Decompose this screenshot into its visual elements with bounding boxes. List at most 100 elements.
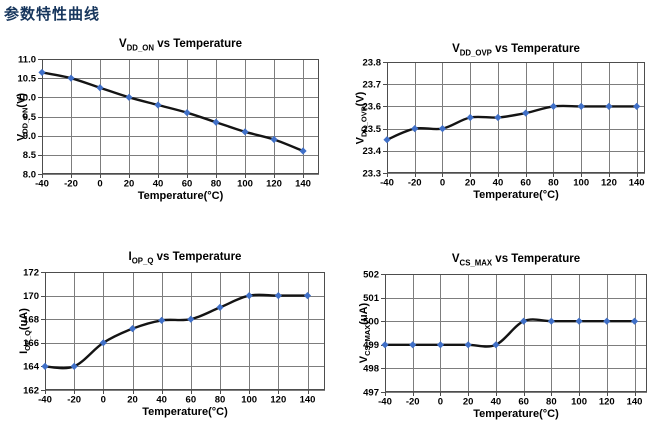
svg-text:60: 60 xyxy=(518,397,529,408)
svg-text:80: 80 xyxy=(546,397,557,408)
svg-text:164: 164 xyxy=(23,362,40,373)
plot-area: 8.0 8.5 9.0 9.5 10.0 10.5 11.0 -40 -20 0 20 40 60 80 1… xyxy=(18,54,319,190)
svg-text:120: 120 xyxy=(270,395,286,406)
svg-text:80: 80 xyxy=(211,179,222,190)
svg-text:23.3: 23.3 xyxy=(363,168,382,179)
grid-lines xyxy=(45,272,325,391)
svg-text:40: 40 xyxy=(491,397,502,408)
series-line xyxy=(43,293,309,370)
x-axis-title: Temperature(°C) xyxy=(137,190,224,202)
svg-text:168: 168 xyxy=(23,315,39,326)
grid-lines xyxy=(385,274,647,393)
y-tick-labels: 23.3 23.4 23.5 23.6 23.7 23.8 xyxy=(363,57,382,179)
svg-text:500: 500 xyxy=(363,317,379,328)
x-tick-labels: -40 -20 0 20 40 60 80 100 120 140 xyxy=(38,395,315,406)
svg-text:60: 60 xyxy=(520,178,531,189)
grid-lines xyxy=(387,62,645,174)
svg-text:8.5: 8.5 xyxy=(23,150,37,161)
series-line xyxy=(40,71,305,153)
chart-title: VDD_ON vs Temperature xyxy=(118,38,243,53)
svg-text:172: 172 xyxy=(23,267,39,278)
svg-text:100: 100 xyxy=(241,395,257,406)
svg-text:498: 498 xyxy=(363,364,379,375)
plot-area: 23.3 23.4 23.5 23.6 23.7 23.8 -40 -20 0 20 40 60 80 1… xyxy=(363,57,645,189)
svg-text:-20: -20 xyxy=(408,178,422,189)
chart-iop-q: IOP_Q vs Temperature IOP_Q(uA) 162 164 166… xyxy=(14,246,334,426)
svg-text:0: 0 xyxy=(101,395,106,406)
x-axis-title: Temperature(°C) xyxy=(473,189,559,201)
svg-text:8.0: 8.0 xyxy=(23,169,36,180)
plot-area: 497 498 499 500 501 502 -40 -20 0 20 40 60 80 100 120 1… xyxy=(363,269,647,408)
svg-text:-20: -20 xyxy=(406,397,420,408)
plot-area: 162 164 166 168 170 172 -40 -20 0 20 40 60 80 100 120 1… xyxy=(23,267,325,406)
x-tick-labels: -40 -20 0 20 40 60 80 100 120 140 xyxy=(378,397,642,408)
y-tick-labels: 162 164 166 168 170 172 xyxy=(23,267,40,396)
svg-text:170: 170 xyxy=(23,291,39,302)
svg-text:80: 80 xyxy=(215,395,226,406)
svg-text:10.0: 10.0 xyxy=(18,93,37,104)
svg-text:0: 0 xyxy=(440,178,445,189)
svg-text:23.5: 23.5 xyxy=(363,124,382,135)
svg-text:0: 0 xyxy=(438,397,443,408)
axis-tick-marks xyxy=(381,274,636,396)
svg-text:40: 40 xyxy=(153,179,164,190)
svg-text:-20: -20 xyxy=(64,179,78,190)
axis-tick-marks xyxy=(41,272,309,394)
svg-text:10.5: 10.5 xyxy=(18,73,37,84)
svg-text:501: 501 xyxy=(363,293,380,304)
series-line xyxy=(385,104,638,141)
svg-text:120: 120 xyxy=(266,179,282,190)
svg-text:20: 20 xyxy=(127,395,138,406)
svg-text:60: 60 xyxy=(182,179,193,190)
svg-text:60: 60 xyxy=(186,395,197,406)
svg-text:120: 120 xyxy=(599,397,615,408)
svg-text:100: 100 xyxy=(573,178,589,189)
svg-text:9.0: 9.0 xyxy=(23,131,36,142)
grid-lines xyxy=(42,59,319,175)
x-axis-title: Temperature(°C) xyxy=(473,408,559,420)
data-point-markers xyxy=(383,102,641,144)
y-tick-labels: 497 498 499 500 501 502 xyxy=(363,269,380,398)
svg-text:100: 100 xyxy=(571,397,587,408)
svg-text:80: 80 xyxy=(548,178,559,189)
svg-text:-40: -40 xyxy=(378,397,392,408)
svg-text:20: 20 xyxy=(124,179,135,190)
svg-text:0: 0 xyxy=(97,179,102,190)
svg-text:-40: -40 xyxy=(35,179,49,190)
svg-text:140: 140 xyxy=(300,395,316,406)
chart-title: IOP_Q vs Temperature xyxy=(128,251,242,266)
axis-tick-marks xyxy=(38,59,304,178)
svg-text:166: 166 xyxy=(23,338,39,349)
y-tick-labels: 8.0 8.5 9.0 9.5 10.0 10.5 11.0 xyxy=(18,54,37,180)
chart-vdd-on: VDD_ON vs Temperature VDD_ON(V) 8.0 8.5 9.… xyxy=(14,36,322,212)
plot-border xyxy=(45,272,325,390)
svg-text:120: 120 xyxy=(601,178,617,189)
data-point-markers xyxy=(41,292,312,370)
svg-text:23.6: 23.6 xyxy=(363,102,382,113)
svg-text:-40: -40 xyxy=(380,178,394,189)
plot-border xyxy=(42,59,319,174)
svg-text:9.5: 9.5 xyxy=(23,112,37,123)
chart-title: VDD_OVP vs Temperature xyxy=(452,43,580,58)
svg-text:20: 20 xyxy=(465,178,476,189)
svg-text:140: 140 xyxy=(629,178,645,189)
svg-text:-20: -20 xyxy=(67,395,81,406)
svg-text:499: 499 xyxy=(363,340,379,351)
svg-text:100: 100 xyxy=(237,179,253,190)
page-title: 参数特性曲线 xyxy=(4,6,101,23)
svg-text:11.0: 11.0 xyxy=(18,54,36,65)
series-line xyxy=(383,318,636,348)
svg-text:23.8: 23.8 xyxy=(363,57,382,68)
chart-vdd-ovp: VDD_OVP vs Temperature VDD_OVP(V) 23.3 23… xyxy=(336,36,656,212)
svg-text:40: 40 xyxy=(493,178,504,189)
chart-title: VCS_MAX vs Temperature xyxy=(451,253,581,268)
chart-vcs-max: VCS_MAX vs Temperature VCS_MAX(uA) 497 49… xyxy=(336,246,656,426)
svg-text:162: 162 xyxy=(23,385,39,396)
svg-text:20: 20 xyxy=(463,397,474,408)
svg-text:23.4: 23.4 xyxy=(363,146,382,157)
x-axis-title: Temperature(°C) xyxy=(142,406,228,418)
svg-text:497: 497 xyxy=(363,387,379,398)
x-tick-labels: -40 -20 0 20 40 60 80 100 120 140 xyxy=(380,178,644,189)
plot-border xyxy=(387,62,645,173)
